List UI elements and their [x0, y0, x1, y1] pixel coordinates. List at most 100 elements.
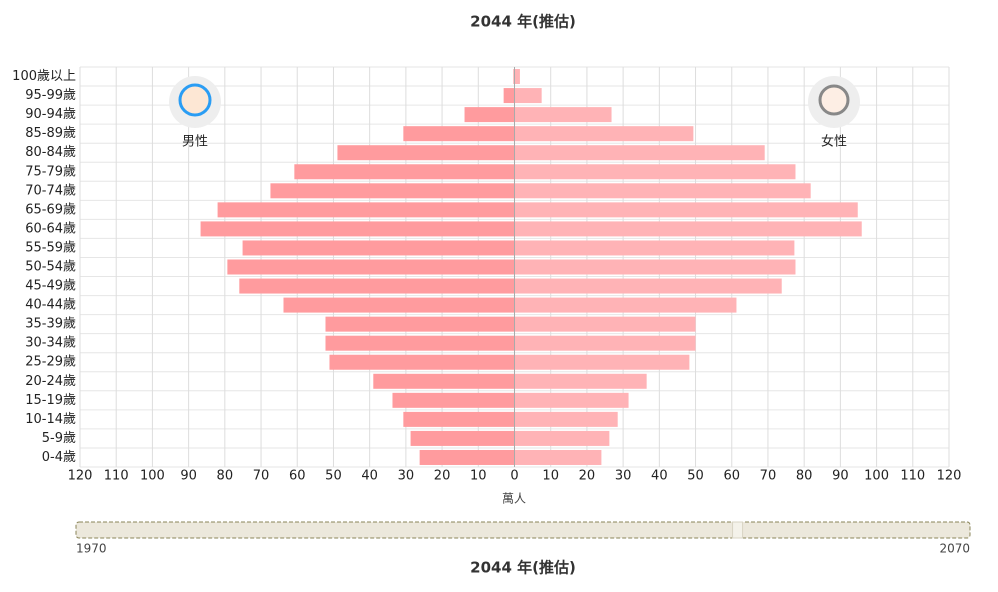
x-tick-label: 10 [542, 469, 559, 484]
bar [514, 297, 737, 313]
x-tick-label: 60 [723, 469, 740, 484]
y-tick-label: 50-54歲 [25, 260, 76, 275]
bar [329, 354, 515, 370]
x-tick-label: 90 [180, 469, 197, 484]
bar [514, 164, 796, 180]
bar [514, 392, 629, 408]
y-tick-label: 15-19歲 [25, 393, 76, 408]
x-tick-label: 120 [937, 469, 962, 484]
x-tick-label: 10 [470, 469, 487, 484]
x-tick-label: 50 [687, 469, 704, 484]
x-tick-label: 60 [289, 469, 306, 484]
x-tick-label: 110 [900, 469, 925, 484]
legend-male: 男性 [182, 135, 208, 150]
x-tick-label: 100 [140, 469, 165, 484]
x-tick-label: 30 [615, 469, 632, 484]
y-tick-label: 85-89歲 [25, 126, 76, 141]
y-tick-label: 95-99歲 [25, 88, 76, 103]
y-tick-label: 0-4歲 [42, 450, 76, 465]
bar [514, 373, 647, 389]
bar [403, 411, 515, 427]
x-tick-label: 40 [361, 469, 378, 484]
x-tick-label: 110 [104, 469, 129, 484]
y-tick-label: 80-84歲 [25, 145, 76, 160]
x-tick-label: 40 [651, 469, 668, 484]
y-tick-label: 20-24歲 [25, 374, 76, 389]
bar [514, 69, 520, 85]
bar [514, 107, 612, 123]
bar [514, 430, 610, 446]
y-tick-label: 70-74歲 [25, 183, 76, 198]
bar [514, 88, 542, 104]
y-tick-label: 65-69歲 [25, 202, 76, 217]
bar [514, 145, 765, 161]
y-tick-label: 75-79歲 [25, 164, 76, 179]
slider-min: 1970 [76, 542, 107, 556]
x-tick-label: 90 [832, 469, 849, 484]
bar [514, 411, 618, 427]
y-tick-label: 45-49歲 [25, 279, 76, 294]
bar [337, 145, 515, 161]
x-tick-label: 70 [760, 469, 777, 484]
bar [410, 430, 515, 446]
slider-handle [732, 521, 744, 539]
x-tick-label: 0 [510, 469, 518, 484]
y-tick-label: 35-39歲 [25, 317, 76, 332]
bar [242, 240, 515, 256]
y-tick-label: 60-64歲 [25, 221, 76, 236]
bar [217, 202, 515, 218]
y-tick-label: 30-34歲 [25, 336, 76, 351]
x-tick-label: 20 [434, 469, 451, 484]
legend-female: 女性 [821, 134, 847, 150]
bar [373, 373, 515, 389]
bar [227, 259, 515, 275]
x-tick-label: 120 [68, 469, 93, 484]
bar [419, 449, 515, 465]
current-year-label: 2044 年(推估) [470, 559, 576, 577]
male-face [178, 83, 212, 117]
bar [514, 354, 690, 370]
bar [513, 69, 515, 85]
bar [514, 278, 782, 294]
bar [514, 126, 694, 142]
y-tick-label: 90-94歲 [25, 107, 76, 122]
y-tick-label: 100歲以上 [12, 69, 76, 84]
x-tick-label: 20 [579, 469, 596, 484]
y-tick-label: 5-9歲 [42, 431, 76, 446]
y-tick-label: 10-14歲 [25, 412, 76, 427]
x-tick-label: 50 [325, 469, 342, 484]
bar [514, 335, 696, 351]
bar [200, 221, 515, 237]
bar [514, 240, 795, 256]
slider-max: 2070 [939, 542, 970, 556]
bar [464, 107, 515, 123]
x-tick-label: 80 [796, 469, 813, 484]
x-tick-label: 100 [864, 469, 889, 484]
bar [514, 183, 811, 199]
bar [325, 335, 515, 351]
bar [403, 126, 515, 142]
x-axis-label: 萬人 [502, 492, 526, 506]
bar [514, 316, 696, 332]
bar [503, 88, 515, 104]
bar [514, 449, 602, 465]
y-tick-label: 55-59歲 [25, 240, 76, 255]
female-face [818, 84, 850, 116]
y-tick-label: 25-29歲 [25, 355, 76, 370]
y-tick-label: 40-44歲 [25, 298, 76, 313]
bar [514, 202, 858, 218]
bar [392, 392, 515, 408]
bar [325, 316, 515, 332]
x-tick-label: 30 [398, 469, 415, 484]
bar [270, 183, 515, 199]
x-tick-label: 80 [217, 469, 234, 484]
bar [294, 164, 515, 180]
bar [514, 259, 796, 275]
chart-title: 2044 年(推估) [470, 13, 576, 31]
bar [283, 297, 515, 313]
bar [239, 278, 515, 294]
year-slider[interactable] [75, 521, 971, 539]
bar [514, 221, 862, 237]
plot-area [79, 66, 950, 468]
